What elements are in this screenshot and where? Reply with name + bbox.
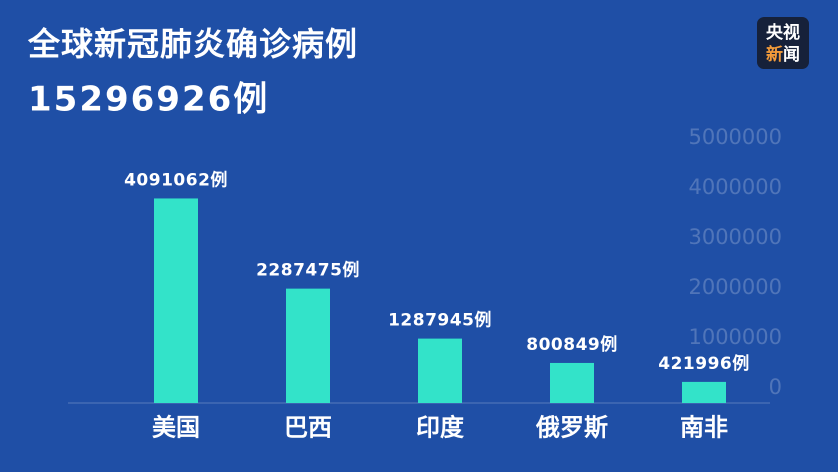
value-label: 4091062例 [124, 169, 228, 190]
x-tick-label: 南非 [680, 413, 728, 442]
chart-subtitle: 15296926例 [28, 80, 269, 120]
bar [550, 362, 594, 403]
logo-text: 闻 [783, 44, 800, 65]
y-tick-label: 5000000 [688, 125, 782, 149]
x-tick-label: 印度 [416, 413, 465, 442]
chart-title: 全球新冠肺炎确诊病例 [27, 25, 358, 63]
logo-text: 新 [766, 44, 783, 65]
x-tick-label: 美国 [152, 413, 200, 442]
y-tick-label: 0 [769, 375, 782, 399]
logo-text: 央视 [766, 22, 800, 43]
y-tick-label: 1000000 [688, 325, 782, 349]
y-tick-label: 3000000 [688, 225, 782, 249]
logo: 央视 新闻 [757, 17, 809, 69]
value-label: 800849例 [526, 334, 617, 355]
logo-text: 新闻 [766, 44, 800, 65]
logo-box [757, 17, 809, 69]
y-tick-label: 4000000 [688, 175, 782, 199]
bar [418, 338, 462, 403]
bar [682, 381, 726, 403]
y-tick-label: 2000000 [688, 275, 782, 299]
value-label: 421996例 [658, 353, 749, 374]
bar [286, 288, 330, 403]
value-label: 2287475例 [256, 260, 360, 281]
bar [154, 198, 198, 403]
x-tick-label: 俄罗斯 [535, 413, 608, 442]
value-label: 1287945例 [388, 310, 492, 331]
x-tick-label: 巴西 [284, 413, 332, 442]
